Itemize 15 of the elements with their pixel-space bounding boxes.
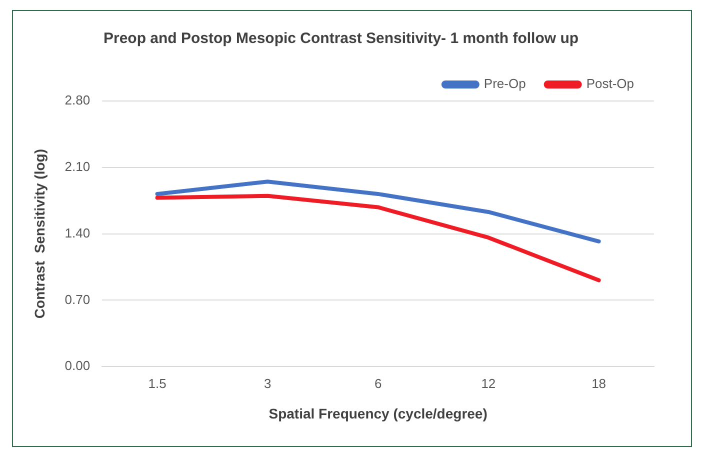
chart-title: Preop and Postop Mesopic Contrast Sensitivity- 1 month follow up bbox=[103, 30, 579, 48]
y-tick-label: 0.70 bbox=[64, 292, 90, 307]
y-tick-label: 0.00 bbox=[64, 358, 90, 374]
x-tick-label: 12 bbox=[481, 376, 496, 391]
legend-label: Pre-Op bbox=[484, 76, 526, 92]
x-axis-title: Spatial Frequency (cycle/degree) bbox=[268, 405, 488, 422]
legend-label: Post-Op bbox=[586, 76, 634, 92]
x-tick-label: 3 bbox=[264, 376, 272, 391]
y-tick-label: 1.40 bbox=[64, 225, 90, 240]
y-tick-label: 2.80 bbox=[64, 92, 90, 108]
x-tick-label: 6 bbox=[374, 376, 382, 391]
x-tick-label: 18 bbox=[592, 376, 606, 391]
x-tick-label: 1.5 bbox=[148, 376, 166, 391]
y-axis-title: Contrast Sensitivity (log) bbox=[31, 149, 48, 319]
y-tick-label: 2.10 bbox=[64, 158, 90, 174]
